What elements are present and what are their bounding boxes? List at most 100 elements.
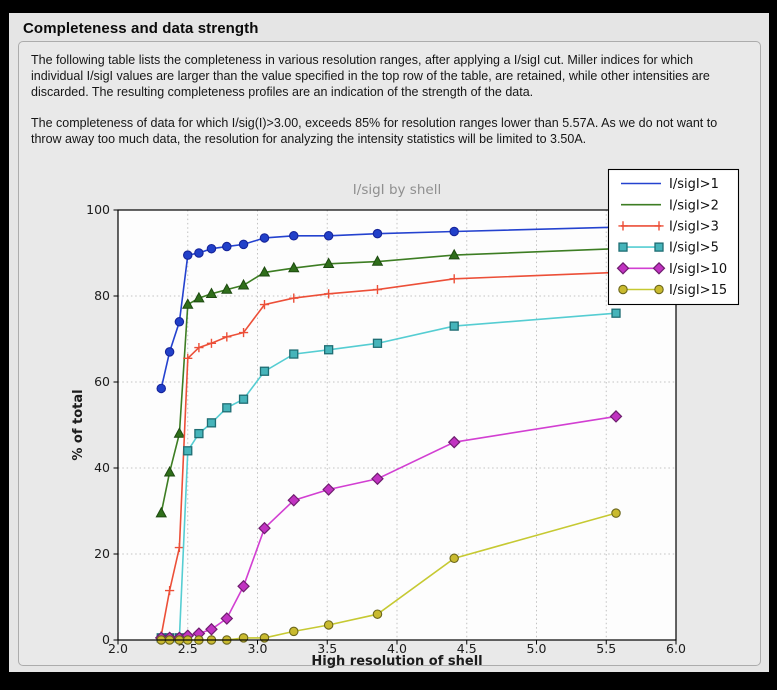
legend-box	[607, 168, 740, 306]
data-point	[205, 287, 218, 299]
data-point	[322, 257, 335, 268]
data-point	[654, 284, 664, 295]
data-point	[164, 347, 175, 357]
data-point	[654, 242, 664, 252]
data-point	[372, 284, 383, 295]
data-point	[448, 248, 460, 260]
data-point	[289, 349, 299, 359]
data-point	[206, 338, 217, 348]
series-line	[160, 247, 617, 514]
data-point	[654, 221, 664, 231]
data-point	[652, 261, 666, 275]
data-point	[372, 609, 383, 619]
data-point	[288, 261, 300, 273]
data-point	[222, 241, 232, 252]
data-point	[238, 239, 249, 250]
data-point	[372, 228, 383, 239]
data-point	[287, 493, 301, 507]
data-point	[618, 242, 628, 252]
data-point	[449, 321, 459, 331]
y-tick-label: 80	[94, 288, 110, 303]
data-point	[324, 289, 334, 299]
data-point	[618, 221, 628, 231]
data-point	[194, 428, 204, 439]
chart-title: I/sigI by shell	[352, 182, 442, 198]
legend-entry-I/sigI>5: I/sigI>5	[618, 241, 719, 256]
data-point	[616, 261, 630, 275]
data-point	[174, 542, 184, 553]
x-tick-label: 5.5	[596, 641, 616, 656]
data-point	[238, 633, 249, 643]
x-tick-label: 3.5	[317, 641, 337, 656]
legend-label: I/sigI>15	[669, 283, 727, 298]
data-point	[163, 465, 176, 477]
legend-label: I/sigI>3	[669, 220, 719, 235]
data-point	[165, 585, 175, 596]
page-title: Completeness and data strength	[23, 20, 259, 37]
data-point	[183, 446, 193, 456]
data-point	[259, 366, 270, 376]
legend-label: I/sigI>5	[669, 241, 719, 256]
y-tick-label: 0	[102, 632, 110, 647]
legend-entry-I/sigI>1: I/sigI>1	[621, 177, 719, 192]
x-tick-label: 4.0	[387, 641, 407, 656]
data-point	[258, 266, 271, 277]
legend: I/sigI>1 I/sigI>2 I/sigI>3 I/sigI>5 I/sigI>1…	[607, 168, 740, 306]
data-point	[259, 300, 270, 310]
legend-label: I/sigI>2	[669, 198, 719, 213]
data-point	[237, 278, 250, 290]
plot-border	[117, 209, 677, 641]
data-point	[289, 231, 299, 241]
x-tick-label: 3.0	[248, 641, 268, 656]
data-point	[237, 579, 250, 593]
x-tick-label: 6.0	[666, 641, 686, 656]
y-tick-label: 100	[86, 202, 110, 217]
legend-entry-I/sigI>10: I/sigI>10	[616, 261, 727, 277]
legend-label: I/sigI>1	[669, 177, 719, 192]
data-point	[323, 620, 334, 630]
data-point	[371, 255, 384, 266]
legend-label: I/sigI>10	[669, 262, 727, 277]
data-point	[449, 274, 459, 284]
data-point	[618, 284, 628, 295]
x-axis-label: High resolution of shell	[311, 654, 483, 669]
data-point	[611, 508, 621, 518]
data-point	[371, 472, 384, 486]
x-tick-label: 2.5	[178, 641, 198, 656]
data-point	[206, 418, 217, 428]
data-point	[194, 343, 204, 353]
data-point	[222, 332, 232, 342]
data-point	[323, 345, 334, 355]
description-paragraph-2: The completeness of data for which I/sig…	[31, 116, 718, 146]
data-point	[611, 308, 621, 318]
data-point	[609, 410, 623, 423]
data-point	[238, 327, 249, 338]
legend-entry-I/sigI>15: I/sigI>15	[618, 283, 727, 298]
data-point	[156, 383, 166, 394]
data-point	[193, 291, 205, 303]
data-point	[322, 483, 335, 496]
data-point	[449, 226, 459, 237]
series-line	[160, 271, 617, 636]
x-tick-label: 4.5	[457, 641, 477, 656]
data-point	[174, 317, 185, 327]
data-point	[259, 233, 270, 243]
x-tick-label: 5.0	[527, 641, 547, 656]
data-point	[183, 353, 193, 363]
data-point	[220, 612, 234, 625]
data-point	[372, 338, 383, 348]
series-line	[160, 226, 617, 389]
series-I/sigI>2	[155, 242, 622, 518]
data-point	[206, 243, 217, 254]
data-point	[183, 250, 193, 260]
y-tick-label: 40	[94, 460, 110, 475]
legend-entry-I/sigI>2: I/sigI>2	[621, 198, 719, 213]
data-point	[221, 283, 233, 294]
data-point	[258, 521, 271, 535]
description-paragraph-1: The following table lists the completene…	[31, 53, 710, 99]
data-point	[182, 298, 194, 309]
data-point	[205, 622, 218, 636]
data-point	[173, 427, 186, 438]
